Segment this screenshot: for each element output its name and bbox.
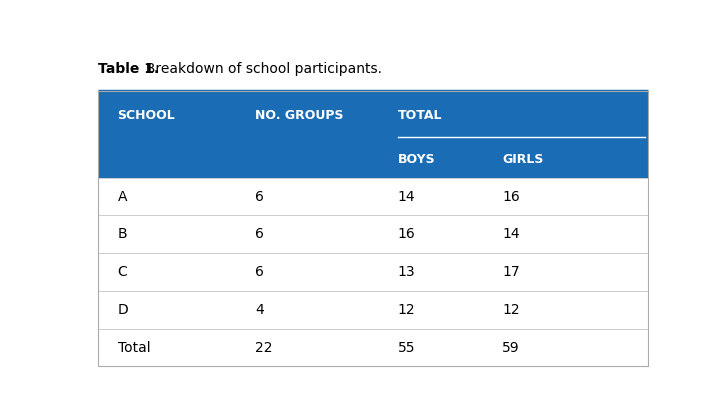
Text: B: B [117, 228, 127, 241]
Text: D: D [117, 303, 128, 317]
Text: 16: 16 [397, 228, 416, 241]
Text: 17: 17 [502, 265, 520, 279]
Text: Table 1.: Table 1. [98, 62, 159, 75]
Bar [98, 215, 648, 253]
Text: 16: 16 [502, 189, 520, 204]
Bar [98, 253, 648, 291]
Text: 14: 14 [502, 228, 520, 241]
Bar [98, 91, 648, 367]
Bar [98, 291, 648, 329]
Text: 4: 4 [255, 303, 264, 317]
Text: 6: 6 [255, 265, 264, 279]
Text: 12: 12 [502, 303, 520, 317]
Text: 59: 59 [502, 341, 520, 354]
Text: GIRLS: GIRLS [502, 153, 544, 166]
Text: Breakdown of school participants.: Breakdown of school participants. [138, 62, 382, 75]
Bar [98, 91, 648, 178]
Text: SCHOOL: SCHOOL [117, 109, 175, 122]
Bar [98, 329, 648, 367]
Text: BOYS: BOYS [397, 153, 435, 166]
Text: Total: Total [117, 341, 150, 354]
Bar [98, 178, 648, 215]
Text: 55: 55 [397, 341, 416, 354]
Text: 22: 22 [255, 341, 272, 354]
Text: 14: 14 [397, 189, 416, 204]
Text: A: A [117, 189, 127, 204]
Text: C: C [117, 265, 127, 279]
Text: NO. GROUPS: NO. GROUPS [255, 109, 344, 122]
Text: TOTAL: TOTAL [397, 109, 443, 122]
Text: 13: 13 [397, 265, 416, 279]
Text: 6: 6 [255, 189, 264, 204]
Text: 6: 6 [255, 228, 264, 241]
Text: 12: 12 [397, 303, 416, 317]
